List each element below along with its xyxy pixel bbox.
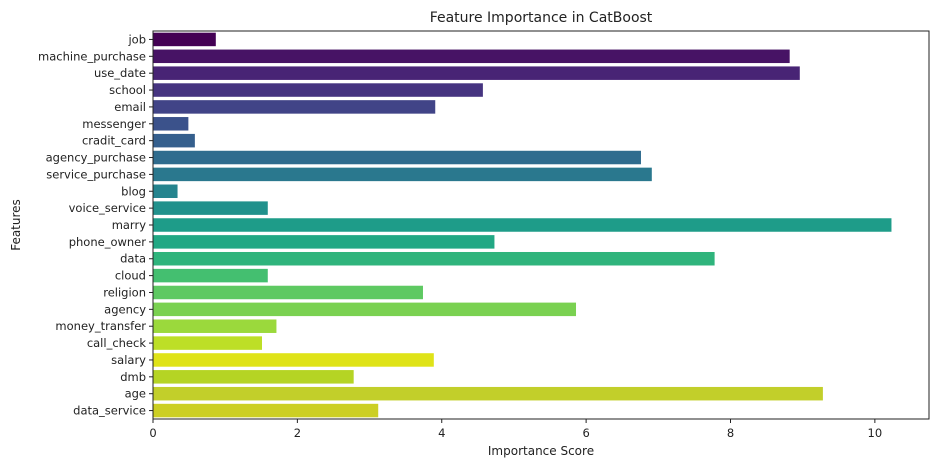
bar-use_date (153, 66, 800, 80)
y-tick-label: cloud (115, 269, 146, 283)
y-tick-label: age (125, 387, 146, 401)
bar-salary (153, 353, 434, 367)
bar-call_check (153, 336, 263, 350)
x-axis-label: Importance Score (488, 444, 594, 458)
bar-dmb (153, 370, 354, 384)
x-tick-label: 0 (149, 426, 156, 440)
bar-blog (153, 184, 178, 199)
x-tick-label: 8 (727, 426, 734, 440)
bar-agency_purchase (153, 150, 641, 165)
bars-layer (153, 32, 892, 418)
y-axis-label: Features (9, 199, 23, 251)
x-tick-label: 6 (582, 426, 589, 440)
y-tick-label: school (109, 83, 146, 97)
x-tick-label: 2 (294, 426, 301, 440)
y-tick-label: data (120, 252, 146, 266)
y-tick-label: blog (121, 184, 146, 198)
bar-religion (153, 285, 423, 300)
y-tick-label: dmb (120, 370, 146, 384)
x-tick-layer: 0 2 4 6 8 10 (149, 419, 882, 440)
y-tick-label: salary (111, 353, 146, 367)
y-tick-label: machine_purchase (38, 49, 146, 63)
bar-marry (153, 218, 892, 232)
y-tick-label: money_transfer (55, 319, 146, 333)
x-tick-label: 4 (438, 426, 445, 440)
y-tick-label: marry (112, 218, 147, 232)
bar-voice_service (153, 201, 268, 215)
bar-machine_purchase (153, 49, 790, 64)
y-tick-label: call_check (87, 336, 147, 350)
bar-cradit_card (153, 133, 195, 148)
chart-title: Feature Importance in CatBoost (430, 10, 653, 26)
bar-agency (153, 302, 577, 317)
y-tick-label: messenger (82, 117, 146, 131)
x-tick-label: 10 (868, 426, 883, 440)
bar-phone_owner (153, 235, 495, 249)
y-tick-label: agency (104, 302, 146, 316)
plot-frame (152, 30, 930, 420)
bar-age (153, 386, 823, 401)
y-tick-label: job (127, 32, 146, 46)
y-tick-label: voice_service (69, 201, 146, 215)
bar-job (153, 32, 216, 47)
y-tick-label: agency_purchase (46, 151, 146, 165)
y-tick-label: email (114, 100, 146, 114)
bar-messenger (153, 117, 189, 131)
bar-data (153, 251, 715, 266)
bar-cloud (153, 268, 268, 283)
y-tick-label: phone_owner (69, 235, 147, 249)
y-tick-label: service_purchase (46, 167, 146, 181)
y-tick-label: religion (103, 285, 146, 299)
y-tick-label: use_date (94, 66, 146, 80)
bar-service_purchase (153, 167, 652, 182)
y-tick-label: cradit_card (82, 134, 146, 148)
bar-data_service (153, 403, 379, 418)
y-tick-label: data_service (73, 404, 146, 418)
bar-email (153, 100, 436, 114)
bar-school (153, 83, 483, 97)
bar-money_transfer (153, 319, 277, 333)
